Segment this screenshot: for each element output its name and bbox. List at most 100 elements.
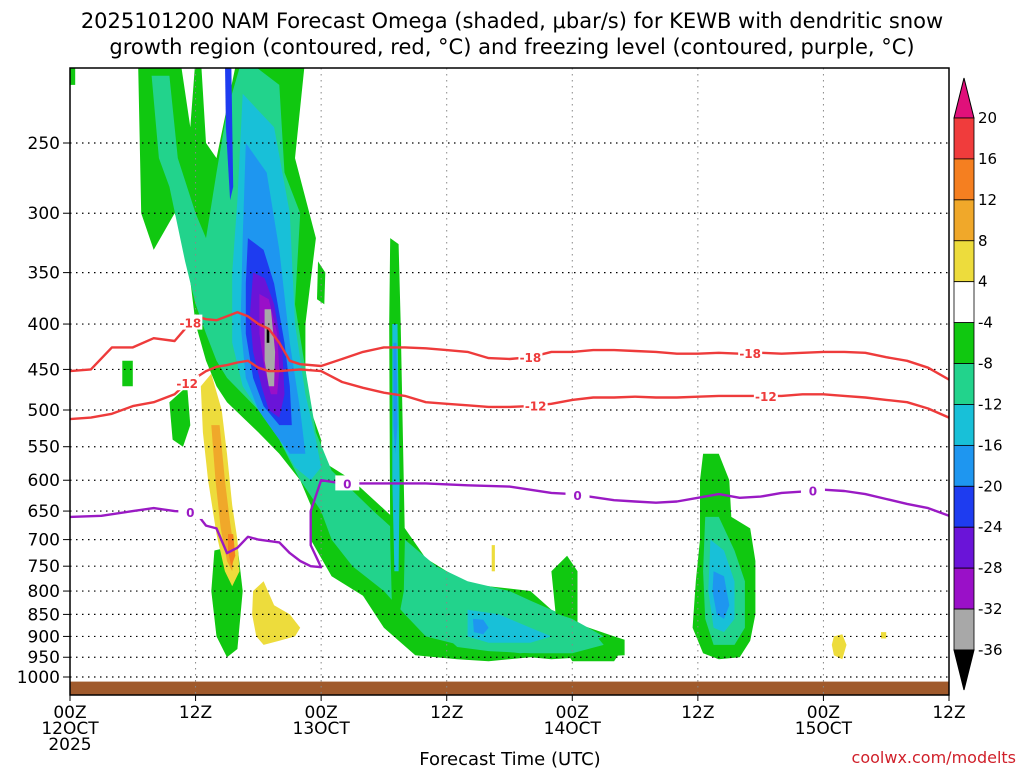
ground-fill — [70, 681, 949, 695]
contour-label-1-2: -12 — [755, 390, 777, 404]
omega-region-18 — [252, 581, 301, 645]
omega-region-21 — [881, 632, 887, 639]
colorbar-label-2: 12 — [978, 191, 997, 209]
y-tick-label-700: 700 — [28, 531, 60, 551]
omega-region-20 — [831, 634, 847, 660]
omega-region-24 — [393, 342, 398, 454]
ground-surface — [70, 681, 949, 695]
y-tick-label-450: 450 — [28, 360, 60, 380]
colorbar-label-4: 4 — [978, 273, 988, 291]
contour-label-bg — [178, 503, 203, 519]
y-tick-label-950: 950 — [28, 648, 60, 668]
y-tick-label-750: 750 — [28, 557, 60, 577]
plot-frame — [69, 67, 950, 696]
x-tick-label-36-0: 12Z — [430, 703, 463, 723]
colorbar-bin-9 — [953, 444, 975, 487]
colorbar-bottom-triangle — [953, 649, 975, 691]
x-tick-label-48-1: 14OCT — [544, 719, 602, 739]
y-tick-label-400: 400 — [28, 315, 60, 335]
colorbar-label-13: -36 — [978, 641, 1003, 659]
y-tick-label-1000: 1000 — [17, 668, 60, 688]
y-tick-label-250: 250 — [28, 134, 60, 154]
x-tick-label-0-1: 12OCT — [41, 719, 99, 739]
omega-region-11 — [122, 360, 133, 387]
contour-label-2-0: 0 — [186, 506, 194, 520]
colorbar-label-7: -12 — [978, 395, 1003, 413]
colorbar: 20 16 12 8 4 -4 -8 -12 -16 -20 -24 -28 -32 -36 — [953, 77, 1003, 691]
colorbar-label-5: -4 — [978, 314, 993, 332]
x-tick-label-48-0: 00Z — [556, 703, 589, 723]
y-tick-label-550: 550 — [28, 438, 60, 458]
colorbar-bin-1 — [953, 117, 975, 160]
contour-label-bg — [518, 349, 543, 365]
contour-label-bg — [753, 387, 778, 403]
colorbar-bin-12 — [953, 567, 975, 610]
contour-label-2-3: 0 — [809, 485, 817, 499]
colorbar-label-6: -8 — [978, 355, 993, 373]
x-tick-label-12-0: 12Z — [179, 703, 212, 723]
x-tick-label-0-2: 2025 — [48, 735, 91, 755]
colorbar-bin-2 — [953, 158, 975, 201]
x-tick-label-60-0: 12Z — [681, 703, 714, 723]
grid — [70, 68, 949, 695]
colorbar-bin-13 — [953, 608, 975, 651]
colorbar-label-12: -32 — [978, 600, 1003, 618]
contour-label-2-1: 0 — [343, 477, 351, 491]
colorbar-label-1: 16 — [978, 150, 997, 168]
y-tick-label-850: 850 — [28, 605, 60, 625]
omega-region-32 — [472, 618, 489, 635]
x-tick-label-0-0: 00Z — [53, 703, 86, 723]
y-tick-label-800: 800 — [28, 582, 60, 602]
y-tick-label-500: 500 — [28, 401, 60, 421]
contour-label-bg — [565, 486, 590, 502]
colorbar-label-10: -24 — [978, 518, 1003, 536]
colorbar-label-0: 20 — [978, 109, 997, 127]
y-tick-label-650: 650 — [28, 502, 60, 522]
colorbar-label-3: 8 — [978, 232, 988, 250]
y-tick-label-350: 350 — [28, 264, 60, 284]
y-tick-label-900: 900 — [28, 627, 60, 647]
colorbar-bin-11 — [953, 526, 975, 569]
omega-region-29 — [712, 571, 730, 619]
colorbar-bin-3 — [953, 199, 975, 242]
colorbar-bin-8 — [953, 404, 975, 446]
y-tick-label-300: 300 — [28, 204, 60, 224]
omega-region-0 — [70, 68, 76, 85]
contour-line-2 — [70, 479, 949, 569]
omega-region-19 — [491, 545, 495, 572]
contour-label-0-2: -18 — [739, 347, 761, 361]
colorbar-bin-6 — [953, 322, 975, 364]
colorbar-bin-4 — [953, 240, 975, 283]
omega-region-12 — [169, 386, 191, 447]
x-tick-label-72-0: 00Z — [807, 703, 840, 723]
contour-label-bg — [335, 475, 360, 491]
contour-label-bg — [178, 314, 203, 330]
colorbar-bin-5 — [953, 281, 975, 324]
contour-label-bg — [175, 375, 200, 391]
contour-label-bg — [523, 397, 548, 413]
omega-region-9 — [266, 328, 270, 343]
colorbar-label-11: -28 — [978, 559, 1003, 577]
contour-label-bg — [800, 482, 825, 498]
colorbar-bin-10 — [953, 485, 975, 528]
colorbar-label-9: -20 — [978, 477, 1003, 495]
contours: -18 -18 -18 -12 -12 -12 0 0 0 0 — [70, 311, 949, 569]
y-axis-ticks: 2503003504004505005506006507007508008509… — [17, 134, 70, 688]
x-tick-label-24-0: 00Z — [305, 703, 338, 723]
x-tick-label-84-0: 12Z — [932, 703, 965, 723]
colorbar-label-8: -16 — [978, 436, 1003, 454]
x-tick-label-72-1: 15OCT — [795, 719, 853, 739]
x-tick-label-24-1: 13OCT — [293, 719, 351, 739]
credit-text[interactable]: coolwx.com/modelts — [852, 748, 1016, 767]
y-tick-label-600: 600 — [28, 471, 60, 491]
contour-label-1-1: -12 — [525, 400, 547, 414]
omega-region-31 — [467, 609, 552, 643]
contour-line-1 — [70, 359, 949, 421]
chart-title-line-2: growth region (contoured, red, °C) and f… — [109, 35, 914, 59]
contour-line-0 — [70, 311, 949, 381]
x-axis-label: Forecast Time (UTC) — [419, 749, 600, 768]
contour-label-bg — [738, 345, 763, 361]
contour-label-0-0: -18 — [179, 317, 201, 331]
